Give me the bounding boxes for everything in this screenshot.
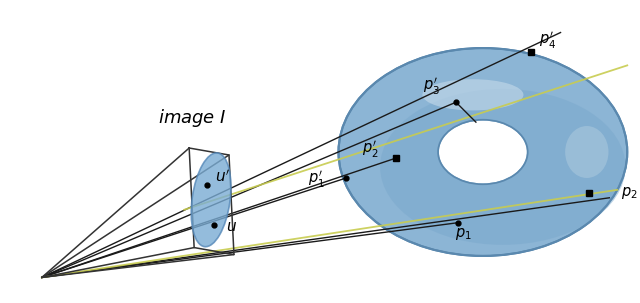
Ellipse shape — [191, 153, 231, 247]
Text: $p_1$: $p_1$ — [454, 226, 472, 241]
Text: $p_1'$: $p_1'$ — [308, 169, 324, 190]
Text: $p_2'$: $p_2'$ — [362, 139, 378, 161]
Text: $p_4'$: $p_4'$ — [539, 30, 556, 51]
Ellipse shape — [380, 89, 625, 245]
Ellipse shape — [565, 126, 609, 178]
Text: $p_3'$: $p_3'$ — [423, 76, 440, 97]
Ellipse shape — [339, 48, 627, 256]
Ellipse shape — [438, 120, 528, 184]
Text: $u$: $u$ — [226, 220, 237, 234]
Text: $p_2$: $p_2$ — [621, 185, 638, 201]
Text: image $I$: image $I$ — [158, 107, 227, 129]
Ellipse shape — [422, 79, 524, 110]
Text: $u'$: $u'$ — [215, 168, 230, 185]
